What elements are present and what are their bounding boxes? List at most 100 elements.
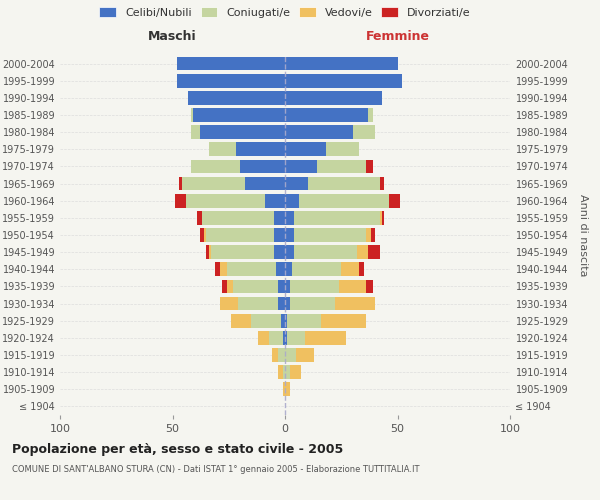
Bar — [251, 314, 281, 328]
Bar — [281, 314, 285, 328]
Bar — [175, 194, 186, 207]
Bar — [285, 262, 292, 276]
Bar — [285, 382, 290, 396]
Bar — [335, 296, 375, 310]
Bar — [276, 262, 285, 276]
Bar — [177, 56, 285, 70]
Bar — [382, 211, 384, 224]
Bar — [283, 366, 285, 379]
Bar — [199, 228, 204, 242]
Bar — [285, 74, 402, 88]
Bar — [285, 194, 299, 207]
Text: Femmine: Femmine — [365, 30, 430, 43]
Bar — [308, 176, 380, 190]
Bar — [209, 246, 211, 259]
Bar — [211, 246, 274, 259]
Bar — [245, 176, 285, 190]
Bar — [292, 262, 341, 276]
Text: Maschi: Maschi — [148, 30, 197, 43]
Bar — [285, 314, 287, 328]
Bar — [285, 211, 294, 224]
Bar — [290, 366, 301, 379]
Bar — [368, 246, 380, 259]
Bar — [380, 211, 382, 224]
Bar — [389, 194, 400, 207]
Bar — [235, 142, 285, 156]
Bar — [271, 348, 278, 362]
Bar — [227, 262, 276, 276]
Bar — [290, 296, 335, 310]
Bar — [278, 296, 285, 310]
Bar — [274, 228, 285, 242]
Bar — [287, 314, 321, 328]
Bar — [206, 246, 209, 259]
Bar — [366, 280, 373, 293]
Bar — [274, 211, 285, 224]
Bar — [341, 262, 359, 276]
Bar — [285, 126, 353, 139]
Bar — [321, 314, 366, 328]
Bar — [366, 228, 371, 242]
Bar — [177, 74, 285, 88]
Bar — [182, 176, 245, 190]
Bar — [274, 246, 285, 259]
Bar — [285, 160, 317, 173]
Bar — [317, 160, 366, 173]
Legend: Celibi/Nubili, Coniugati/e, Vedovi/e, Divorziati/e: Celibi/Nubili, Coniugati/e, Vedovi/e, Di… — [95, 3, 475, 22]
Bar — [368, 108, 373, 122]
Bar — [380, 176, 384, 190]
Bar — [285, 108, 368, 122]
Bar — [285, 91, 382, 104]
Bar — [371, 228, 375, 242]
Bar — [209, 142, 235, 156]
Bar — [186, 194, 265, 207]
Bar — [258, 331, 269, 344]
Bar — [287, 331, 305, 344]
Bar — [199, 126, 285, 139]
Bar — [290, 280, 339, 293]
Text: COMUNE DI SANT'ALBANO STURA (CN) - Dati ISTAT 1° gennaio 2005 - Elaborazione TUT: COMUNE DI SANT'ALBANO STURA (CN) - Dati … — [12, 465, 419, 474]
Bar — [294, 211, 380, 224]
Bar — [179, 176, 182, 190]
Bar — [278, 348, 285, 362]
Bar — [285, 348, 296, 362]
Bar — [296, 348, 314, 362]
Bar — [285, 366, 290, 379]
Bar — [285, 142, 325, 156]
Bar — [366, 160, 373, 173]
Bar — [283, 331, 285, 344]
Bar — [220, 296, 238, 310]
Bar — [202, 211, 274, 224]
Bar — [278, 366, 283, 379]
Bar — [222, 280, 227, 293]
Bar — [191, 126, 199, 139]
Bar — [193, 108, 285, 122]
Bar — [283, 382, 285, 396]
Bar — [220, 262, 227, 276]
Bar — [299, 194, 389, 207]
Bar — [285, 56, 398, 70]
Bar — [215, 262, 220, 276]
Bar — [191, 160, 240, 173]
Text: Popolazione per età, sesso e stato civile - 2005: Popolazione per età, sesso e stato civil… — [12, 442, 343, 456]
Bar — [188, 91, 285, 104]
Bar — [285, 280, 290, 293]
Bar — [197, 211, 202, 224]
Bar — [265, 194, 285, 207]
Bar — [294, 228, 366, 242]
Bar — [325, 142, 359, 156]
Bar — [233, 280, 278, 293]
Bar — [285, 331, 287, 344]
Bar — [269, 331, 283, 344]
Bar — [191, 108, 193, 122]
Bar — [285, 228, 294, 242]
Bar — [278, 280, 285, 293]
Bar — [231, 314, 251, 328]
Bar — [294, 246, 357, 259]
Bar — [285, 176, 308, 190]
Bar — [305, 331, 346, 344]
Bar — [359, 262, 364, 276]
Bar — [357, 246, 368, 259]
Y-axis label: Anni di nascita: Anni di nascita — [578, 194, 588, 276]
Bar — [240, 160, 285, 173]
